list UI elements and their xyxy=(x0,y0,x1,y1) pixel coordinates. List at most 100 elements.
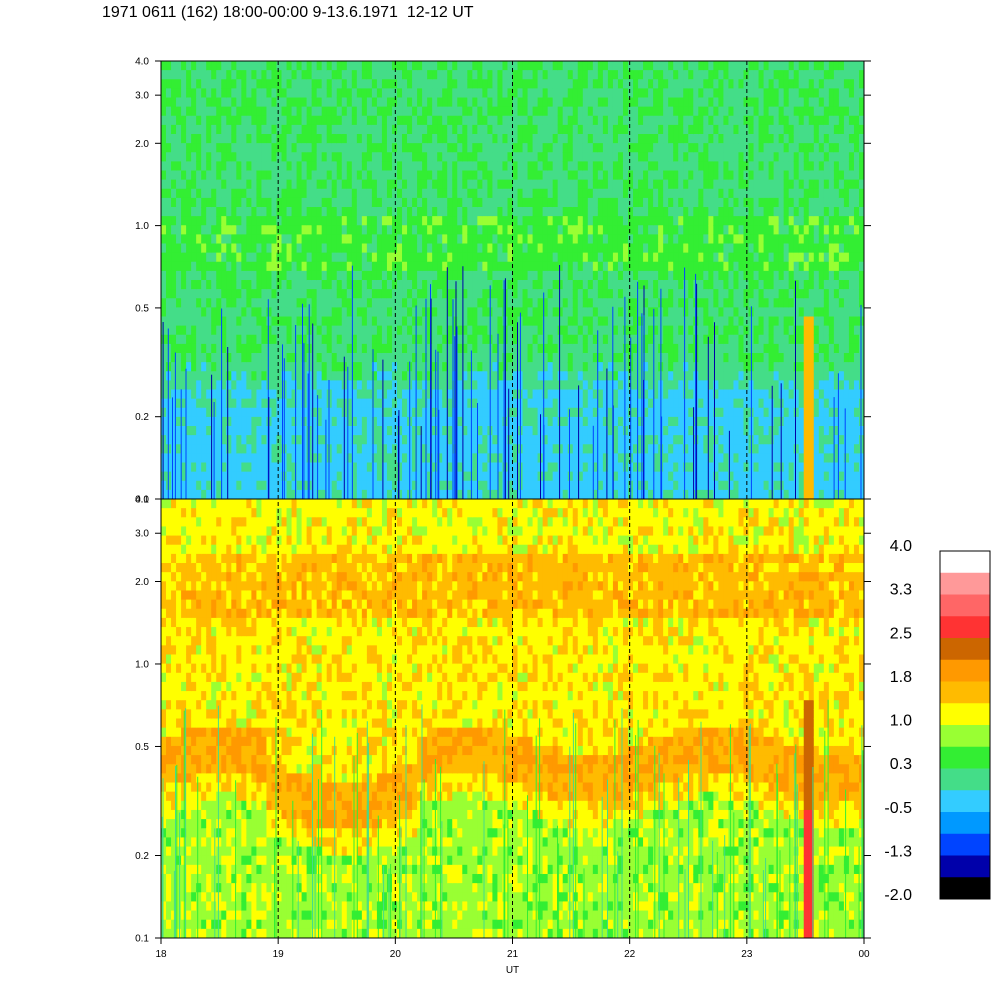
spectrogram-cell xyxy=(286,462,293,473)
spectrogram-cell xyxy=(477,353,483,363)
spectrogram-cell xyxy=(472,380,478,391)
spectrogram-cell xyxy=(397,106,403,117)
spectrogram-cell xyxy=(592,134,599,144)
spectrogram-cell xyxy=(216,280,222,290)
spectrogram-cell xyxy=(577,115,584,126)
spectrogram-cell xyxy=(622,216,629,226)
spectrogram-cell xyxy=(602,353,609,363)
spectrogram-cell xyxy=(653,343,659,354)
spectrogram-cell xyxy=(166,188,172,199)
spectrogram-cell xyxy=(161,115,167,126)
spectrogram-cell xyxy=(196,61,202,71)
spectrogram-cell xyxy=(206,179,212,190)
spectrogram-cell xyxy=(296,252,303,263)
spectrogram-cell xyxy=(532,416,539,427)
spectrogram-cell xyxy=(617,380,624,391)
spectrogram-cell xyxy=(261,343,268,354)
spectrogram-cell xyxy=(527,61,534,71)
spectrogram-cell xyxy=(437,407,443,418)
spectrogram-cell xyxy=(201,426,207,436)
spectrogram-cell xyxy=(552,243,559,254)
spectrogram-cell xyxy=(336,70,343,80)
spectrogram-cell xyxy=(256,462,263,473)
spectrogram-cell xyxy=(582,124,589,135)
spectrogram-cell xyxy=(638,435,644,445)
spectrogram-cell xyxy=(582,334,589,345)
spectrogram-cell xyxy=(643,371,649,381)
spectrogram-cell xyxy=(512,143,519,153)
spectrogram-cell xyxy=(381,170,388,181)
spectrogram-cell xyxy=(186,407,192,418)
spectrogram-cell xyxy=(482,389,488,400)
spectrogram-cell xyxy=(457,170,463,181)
spectrogram-cell xyxy=(371,216,378,226)
spectrogram-cell xyxy=(346,88,353,99)
spectrogram-cell xyxy=(422,134,428,144)
spectrogram-cell xyxy=(422,270,428,281)
spectrogram-cell xyxy=(537,143,544,153)
spectrogram-cell xyxy=(211,216,217,226)
spectrogram-cell xyxy=(607,234,614,245)
spectrogram-cell xyxy=(452,79,458,89)
spectrogram-cell xyxy=(371,234,378,245)
spectrogram-cell xyxy=(366,143,373,153)
spectrogram-cell xyxy=(366,179,373,190)
spectrogram-cell xyxy=(612,270,619,281)
spectrogram-cell xyxy=(236,179,242,190)
spectrogram-cell xyxy=(432,480,438,491)
spectrogram-cell xyxy=(226,489,232,499)
spectrogram-cell xyxy=(341,316,348,327)
spectrogram-cell xyxy=(658,207,664,217)
spectrogram-cell xyxy=(527,471,534,482)
spectrogram-cell xyxy=(371,161,378,172)
spectrogram-cell xyxy=(286,252,293,263)
spectrogram-cell xyxy=(417,280,423,290)
spectrogram-cell xyxy=(668,334,674,345)
spectrogram-cell xyxy=(196,243,202,254)
spectrogram-cell xyxy=(306,197,313,208)
spectrogram-cell xyxy=(587,188,594,199)
spectrogram-cell xyxy=(547,70,554,80)
spectrogram-cell xyxy=(171,188,177,199)
spectrogram-cell xyxy=(361,453,368,464)
spectrogram-cell xyxy=(577,170,584,181)
spectrogram-cell xyxy=(246,407,252,418)
spectrogram-cell xyxy=(658,88,664,99)
spectrogram-cell xyxy=(316,489,323,499)
spectrogram-cell xyxy=(321,435,328,445)
spectrogram-cell xyxy=(246,170,252,181)
spectrogram-cell xyxy=(191,480,197,491)
spectrogram-cell xyxy=(442,197,448,208)
spectrogram-cell xyxy=(161,152,167,162)
spectrogram-cell xyxy=(386,134,393,144)
spectrogram-cell xyxy=(497,462,504,473)
spectrogram-cell xyxy=(462,270,468,281)
spectrogram-cell xyxy=(597,480,604,491)
spectrogram-cell xyxy=(226,480,232,491)
spectrogram-cell xyxy=(668,197,674,208)
spectrogram-cell xyxy=(633,444,639,454)
spectrogram-cell xyxy=(477,170,483,181)
spectrogram-cell xyxy=(477,134,483,144)
spectrogram-cell xyxy=(462,124,468,135)
spectrogram-cell xyxy=(567,252,574,263)
spectrogram-cell xyxy=(391,170,398,181)
spectrogram-cell xyxy=(532,380,539,391)
spectrogram-cell xyxy=(562,343,569,354)
spectrogram-cell xyxy=(291,316,298,327)
spectrogram-cell xyxy=(311,389,318,400)
spectrogram-cell xyxy=(281,252,288,263)
spectrogram-cell xyxy=(442,453,448,464)
spectrogram-cell xyxy=(542,334,549,345)
spectrogram-cell xyxy=(432,389,438,400)
spectrogram-cell xyxy=(271,362,278,372)
spectrogram-cell xyxy=(326,97,333,108)
spectrogram-cell xyxy=(678,371,684,381)
spectrogram-cell xyxy=(381,416,388,427)
spectrogram-cell xyxy=(542,489,549,499)
spectrogram-cell xyxy=(402,316,408,327)
spectrogram-cell xyxy=(492,243,499,254)
spectrogram-cell xyxy=(161,280,167,290)
spectrogram-cell xyxy=(246,161,252,172)
spectrogram-cell xyxy=(427,225,433,235)
